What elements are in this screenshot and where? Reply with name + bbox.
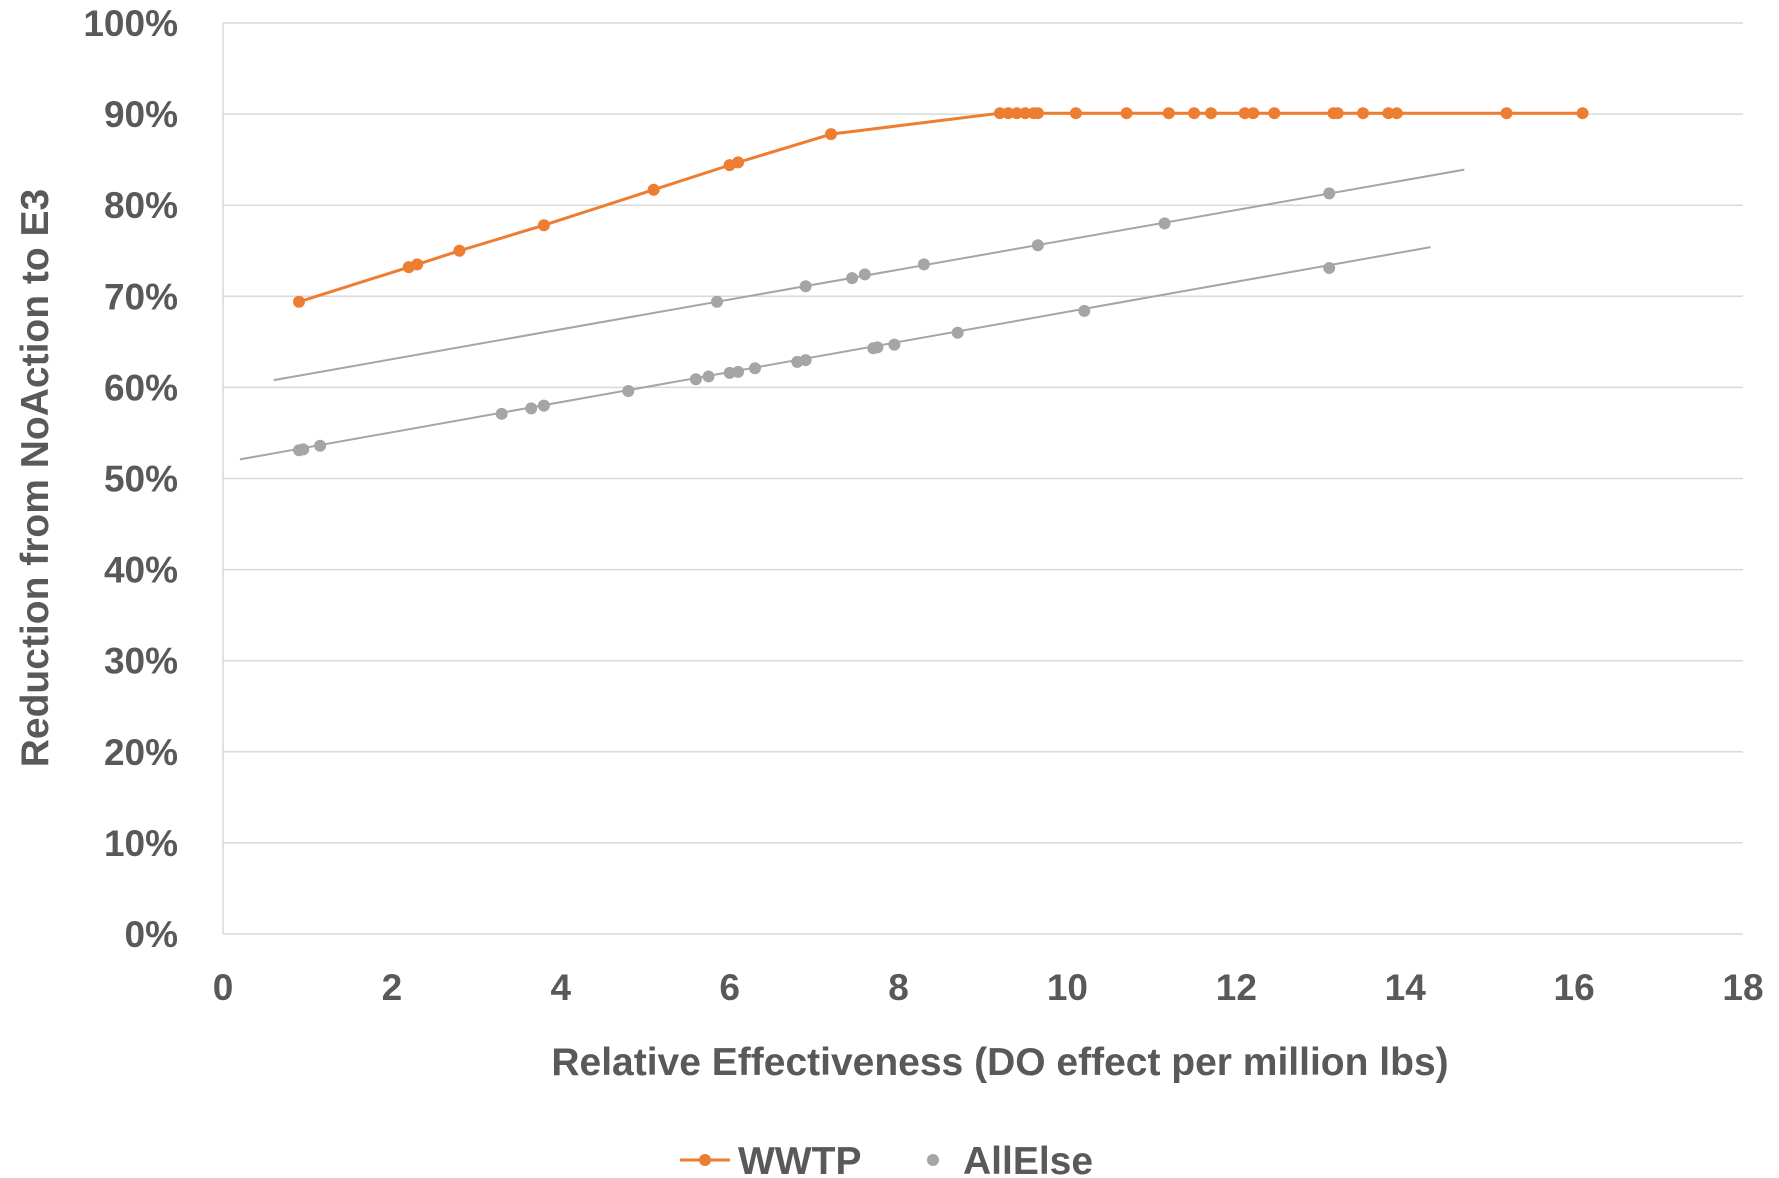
y-tick-label: 10% — [104, 823, 178, 864]
y-axis-title: Reduction from NoAction to E3 — [14, 189, 57, 768]
wwtp-point — [537, 219, 550, 232]
x-tick-label: 6 — [719, 967, 740, 1008]
wwtp-point — [647, 183, 660, 196]
y-tick-labels: 0% 10% 20% 30% 40% 50% 60% 70% 80% 90% 100% — [83, 3, 178, 955]
allelse-point — [858, 268, 871, 281]
wwtp-point — [825, 128, 837, 141]
wwtp-point — [1162, 107, 1175, 120]
x-tick-label: 16 — [1554, 967, 1595, 1008]
allelse-point — [1078, 304, 1091, 317]
wwtp-point — [1069, 107, 1082, 120]
y-tick-label: 90% — [104, 94, 178, 135]
y-tick-label: 0% — [125, 914, 178, 955]
x-tick-label: 0 — [213, 967, 234, 1008]
trendlines — [239, 168, 1465, 461]
wwtp-point — [1268, 107, 1281, 120]
allelse-point — [1323, 262, 1336, 275]
gridlines — [223, 22, 1743, 935]
y-tick-label: 20% — [104, 732, 178, 773]
allelse-point — [846, 272, 859, 285]
allelse-point — [314, 439, 327, 452]
x-tick-label: 10 — [1047, 967, 1088, 1008]
y-tick-label: 70% — [104, 276, 178, 317]
wwtp-point — [1002, 107, 1015, 120]
legend-wwtp-marker — [699, 1154, 711, 1166]
y-tick-label: 100% — [83, 3, 178, 44]
series — [293, 107, 1589, 457]
x-tick-label: 18 — [1722, 967, 1763, 1008]
allelse-point — [749, 362, 761, 375]
allelse-point — [871, 341, 884, 354]
trendline-2 — [239, 246, 1431, 461]
wwtp-line — [298, 111, 1583, 304]
wwtp-point — [993, 107, 1006, 120]
legend: WWTP AllElse — [680, 1140, 1093, 1178]
wwtp-point — [1357, 107, 1369, 120]
allelse-point — [525, 402, 538, 415]
allelse-point — [799, 280, 812, 293]
wwtp-point — [1120, 107, 1133, 120]
allelse-point — [702, 370, 715, 383]
y-tick-label: 50% — [104, 459, 178, 500]
legend-item-allelse: AllElse — [927, 1140, 1093, 1178]
allelse-point — [495, 407, 508, 420]
wwtp-point — [1390, 107, 1403, 120]
wwtp-point — [1010, 107, 1023, 120]
wwtp-point — [1238, 107, 1251, 120]
legend-wwtp-label: WWTP — [738, 1140, 861, 1178]
x-tick-labels: 0 2 4 6 8 10 12 14 16 18 — [213, 967, 1764, 1008]
allelse-point — [1158, 217, 1171, 230]
allelse-point — [888, 338, 901, 351]
wwtp-point — [1500, 107, 1513, 120]
wwtp-point — [1019, 107, 1032, 120]
wwtp-point — [411, 258, 424, 271]
wwtp-point — [1331, 107, 1344, 120]
y-tick-label: 60% — [104, 367, 178, 408]
allelse-point — [1323, 187, 1336, 200]
legend-allelse-marker — [927, 1154, 939, 1166]
x-tick-label: 8 — [888, 967, 909, 1008]
x-tick-label: 4 — [550, 967, 571, 1008]
wwtp-point — [1576, 107, 1589, 120]
allelse-point — [537, 399, 550, 412]
x-axis-title: Relative Effectiveness (DO effect per mi… — [551, 1041, 1448, 1084]
allelse-point — [711, 295, 723, 308]
allelse-point — [951, 326, 964, 339]
allelse-point — [799, 354, 812, 367]
allelse-point — [297, 443, 310, 456]
wwtp-point — [1247, 107, 1260, 120]
wwtp-point — [1382, 107, 1395, 120]
wwtp-point — [732, 156, 745, 169]
x-tick-label: 2 — [382, 967, 403, 1008]
legend-item-wwtp: WWTP — [680, 1140, 861, 1178]
allelse-point — [689, 373, 702, 386]
y-tick-label: 80% — [104, 185, 178, 226]
x-tick-label: 14 — [1385, 967, 1427, 1008]
y-tick-label: 30% — [104, 641, 178, 682]
wwtp-point — [1205, 107, 1217, 120]
wwtp-point — [453, 244, 466, 257]
wwtp-point — [1031, 107, 1044, 120]
y-tick-label: 40% — [104, 550, 178, 591]
allelse-point — [732, 365, 745, 378]
allelse-point — [622, 385, 635, 398]
allelse-point — [1031, 239, 1044, 252]
x-tick-label: 12 — [1216, 967, 1257, 1008]
allelse-point — [917, 258, 930, 271]
wwtp-point — [1188, 107, 1201, 120]
wwtp-point — [293, 295, 305, 308]
legend-allelse-label: AllElse — [963, 1140, 1093, 1178]
